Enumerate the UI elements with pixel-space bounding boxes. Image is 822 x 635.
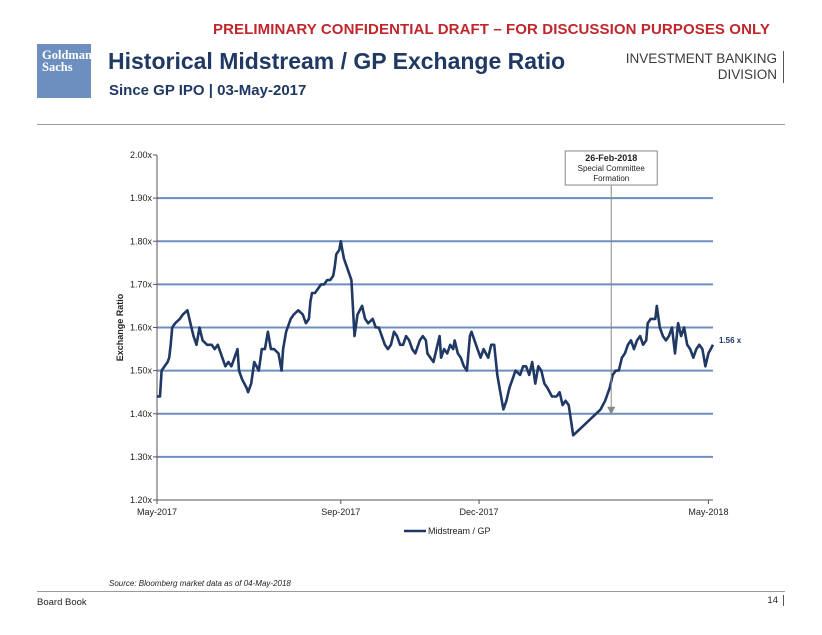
- division-line-1: INVESTMENT BANKING: [625, 51, 777, 66]
- page-number: 14: [767, 595, 784, 606]
- y-axis-label: Exchange Ratio: [115, 293, 125, 361]
- footer-label: Board Book: [37, 597, 87, 608]
- y-tick-label: 1.50x: [130, 366, 153, 376]
- page-title: Historical Midstream / GP Exchange Ratio: [108, 48, 566, 74]
- division-line-2: DIVISION: [717, 67, 777, 82]
- annotation-text-line-2: Formation: [593, 174, 629, 183]
- y-tick-label: 2.00x: [130, 150, 153, 160]
- footer-divider: [37, 591, 785, 592]
- x-tick-label: May-2017: [137, 507, 177, 517]
- series-line-midstream-gp: [157, 239, 715, 437]
- y-tick-label: 1.20x: [130, 495, 153, 505]
- logo-line-1: Goldman: [42, 48, 93, 62]
- y-tick-label: 1.60x: [130, 323, 153, 333]
- goldman-sachs-logo: Goldman Sachs: [37, 44, 93, 98]
- y-tick-label: 1.90x: [130, 193, 153, 203]
- page-subtitle: Since GP IPO | 03-May-2017: [109, 82, 307, 99]
- x-tick-label: May-2018: [688, 507, 728, 517]
- confidential-banner: PRELIMINARY CONFIDENTIAL DRAFT – FOR DIS…: [213, 21, 770, 38]
- annotation-box: [564, 150, 658, 186]
- exchange-ratio-chart: 2.00x 1.90x 1.80x 1.70x 1.60x 1.50x 1.40x 1.30x…: [115, 150, 742, 536]
- annotation-date: 26-Feb-2018: [585, 153, 637, 163]
- annotation-text-line-1: Special Committee: [578, 164, 646, 173]
- annotation-arrowhead: [607, 406, 616, 415]
- x-tick-label: Dec-2017: [460, 507, 499, 517]
- header-divider: [37, 124, 785, 125]
- y-tick-label: 1.70x: [130, 279, 153, 289]
- y-tick-label: 1.80x: [130, 236, 153, 246]
- y-tick-label: 1.30x: [130, 452, 153, 462]
- division-label: INVESTMENT BANKING DIVISION: [626, 51, 784, 83]
- x-tick-label: Sep-2017: [321, 507, 360, 517]
- y-tick-label: 1.40x: [130, 409, 153, 419]
- legend-label-midstream-gp: Midstream / GP: [428, 526, 491, 536]
- logo-line-2: Sachs: [42, 60, 73, 74]
- end-value-label: 1.56 x: [719, 336, 742, 345]
- source-note: Source: Bloomberg market data as of 04-M…: [109, 579, 291, 588]
